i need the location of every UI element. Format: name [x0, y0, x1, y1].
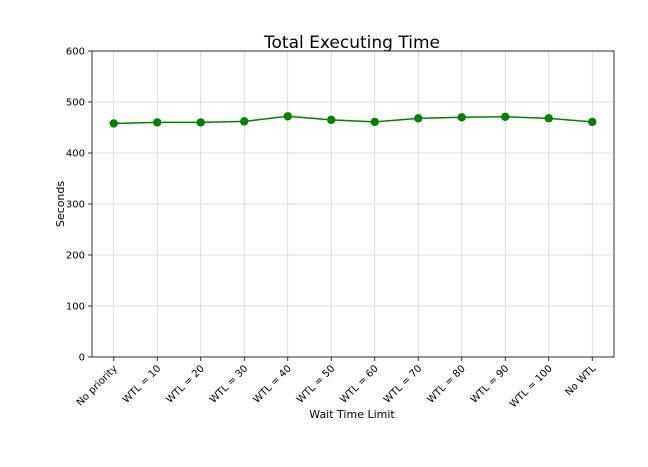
x-tick-label: No priority [75, 363, 120, 408]
plot-frame [91, 50, 615, 358]
data-point [153, 118, 162, 127]
y-tick-label: 300 [66, 200, 85, 211]
x-tick-label: WTL = 50 [295, 363, 337, 405]
chart-title: Total Executing Time [263, 33, 440, 53]
x-tick-label: WTL = 40 [251, 363, 293, 405]
x-tick-label: WTL = 60 [338, 363, 380, 405]
data-point [370, 117, 379, 127]
x-tick-label: WTL = 70 [382, 363, 424, 405]
y-tick-label: 100 [66, 302, 85, 313]
data-point [240, 117, 249, 126]
y-tick-label: 400 [66, 149, 85, 160]
y-tick-label: 600 [66, 47, 85, 58]
series-line [113, 115, 593, 125]
x-tick-label: No WTL [563, 363, 598, 398]
x-tick-label: WTL = 100 [508, 363, 555, 410]
tick-labels: No priority WTL = 10 WTL = 20 WTL = 30 WTL =… [66, 47, 599, 411]
data-point [588, 117, 597, 127]
x-tick-label: WTL = 10 [121, 363, 163, 405]
x-tick-label: WTL = 90 [469, 363, 511, 405]
data-point [501, 112, 510, 121]
grid [92, 50, 614, 358]
data-point [544, 114, 553, 123]
x-tick-label: WTL = 80 [425, 363, 467, 405]
data-point [457, 113, 466, 122]
y-tick-label: 200 [66, 251, 85, 262]
data-point [327, 115, 336, 125]
data-point [109, 119, 118, 128]
y-tick-label: 500 [66, 98, 85, 109]
axes [88, 50, 615, 361]
data-point [196, 118, 205, 127]
x-tick-label: WTL = 20 [164, 363, 206, 405]
data-point [283, 112, 292, 121]
x-tick-label: WTL = 30 [208, 363, 250, 405]
y-axis-label: Seconds [54, 181, 67, 227]
y-tick-label: 0 [79, 353, 85, 364]
data-point [414, 114, 423, 123]
series [109, 112, 597, 128]
x-axis-label: Wait Time Limit [309, 408, 395, 421]
